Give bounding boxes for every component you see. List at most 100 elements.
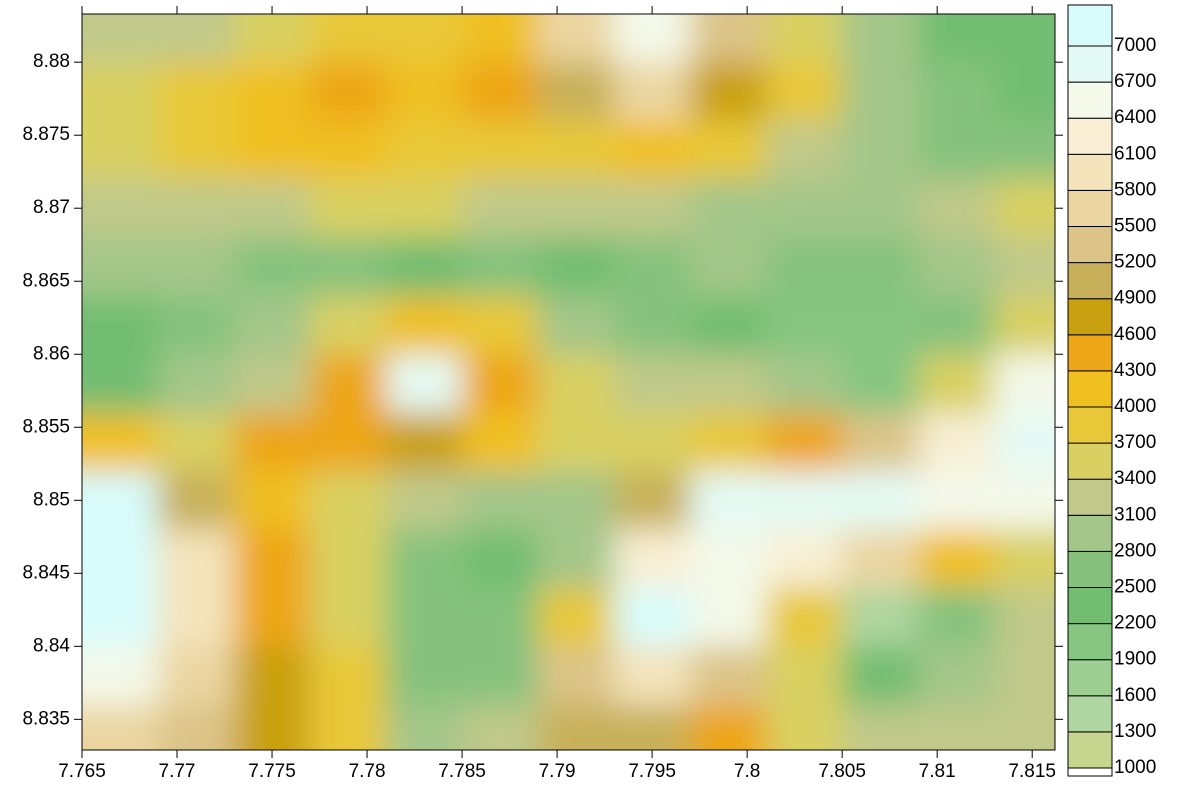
contour-cell <box>842 588 919 647</box>
contour-cell <box>462 179 539 238</box>
contour-cell <box>462 354 539 413</box>
contour-cell <box>690 237 767 296</box>
contour-cell <box>614 121 691 180</box>
contour-cell <box>538 62 615 121</box>
contour-cell <box>842 121 919 180</box>
contour-cell <box>462 646 539 705</box>
colorbar-swatch <box>1068 299 1112 335</box>
colorbar-label: 4300 <box>1114 360 1156 381</box>
contour-cell <box>310 588 387 647</box>
contour-cell <box>462 529 539 588</box>
colorbar-label: 6100 <box>1114 143 1156 164</box>
colorbar-label: 4600 <box>1114 324 1156 345</box>
contour-cell <box>538 354 615 413</box>
contour-cell <box>690 179 767 238</box>
y-tick-label: 8.855 <box>22 416 70 437</box>
colorbar-swatch <box>1068 371 1112 407</box>
x-tick-label: 7.77 <box>159 761 196 782</box>
contour-cell <box>310 0 387 63</box>
colorbar-label: 2500 <box>1114 577 1156 598</box>
contour-cell <box>918 413 995 472</box>
contour-cell <box>842 62 919 121</box>
contour-cell <box>386 237 463 296</box>
contour-cell <box>690 588 767 647</box>
contour-cell <box>234 237 311 296</box>
contour-cell <box>310 296 387 355</box>
contour-cell <box>918 296 995 355</box>
contour-cell <box>918 588 995 647</box>
contour-cell <box>614 237 691 296</box>
colorbar-swatch <box>1068 82 1112 118</box>
colorbar-swatch <box>1068 588 1112 624</box>
contour-cell <box>918 0 995 63</box>
contour-cell <box>234 413 311 472</box>
contour-cell <box>614 354 691 413</box>
contour-cell <box>158 646 235 705</box>
contour-cell <box>538 296 615 355</box>
contour-cell <box>462 413 539 472</box>
contour-cell <box>614 588 691 647</box>
contour-cell <box>310 646 387 705</box>
contour-cell <box>158 471 235 530</box>
contour-cell <box>918 121 995 180</box>
contour-cell <box>234 529 311 588</box>
contour-cell <box>842 179 919 238</box>
contour-cell <box>310 529 387 588</box>
contour-cell <box>766 237 843 296</box>
colorbar-swatch <box>1068 515 1112 551</box>
contour-cell <box>766 179 843 238</box>
contour-cell <box>234 296 311 355</box>
contour-cell <box>842 413 919 472</box>
contour-cell <box>158 121 235 180</box>
colorbar-label: 1600 <box>1114 685 1156 706</box>
contour-cell <box>614 413 691 472</box>
contour-cell <box>538 121 615 180</box>
contour-cell <box>158 529 235 588</box>
colorbar-swatch <box>1068 154 1112 190</box>
contour-cell <box>766 529 843 588</box>
colorbar-swatch <box>1068 732 1112 768</box>
x-tick-label: 7.78 <box>349 761 386 782</box>
x-tick-label: 7.81 <box>919 761 956 782</box>
contour-cell <box>158 62 235 121</box>
y-tick-label: 8.835 <box>22 708 70 729</box>
contour-cell <box>234 121 311 180</box>
contour-cell <box>158 296 235 355</box>
contour-cell <box>918 62 995 121</box>
contour-cell <box>386 62 463 121</box>
contour-cell <box>158 413 235 472</box>
colorbar: 1000130016001900220025002800310034003700… <box>1068 5 1156 778</box>
contour-cell <box>462 237 539 296</box>
colorbar-label: 1000 <box>1114 757 1156 778</box>
contour-cell <box>842 646 919 705</box>
contour-cell <box>918 237 995 296</box>
contour-cell <box>386 354 463 413</box>
colorbar-label: 5800 <box>1114 179 1156 200</box>
contour-cell <box>310 354 387 413</box>
contour-cell <box>234 62 311 121</box>
contour-cell <box>766 588 843 647</box>
contour-cell <box>462 0 539 63</box>
colorbar-swatch <box>1068 624 1112 660</box>
contour-cell <box>538 413 615 472</box>
contour-cell <box>158 179 235 238</box>
contour-cell <box>462 121 539 180</box>
contour-cell <box>538 529 615 588</box>
x-tick-label: 7.79 <box>539 761 576 782</box>
contour-cell <box>310 62 387 121</box>
contour-cell <box>842 471 919 530</box>
contour-cell <box>234 646 311 705</box>
contour-cell <box>158 354 235 413</box>
colorbar-swatch <box>1068 443 1112 479</box>
y-tick-label: 8.875 <box>22 124 70 145</box>
contour-cell <box>690 296 767 355</box>
colorbar-swatch <box>1068 407 1112 443</box>
contour-cell <box>386 471 463 530</box>
contour-cell <box>386 588 463 647</box>
contour-cell <box>538 646 615 705</box>
contour-cell <box>386 296 463 355</box>
contour-cell <box>842 354 919 413</box>
colorbar-swatch <box>1068 263 1112 299</box>
contour-cell <box>690 354 767 413</box>
contour-cell <box>234 354 311 413</box>
